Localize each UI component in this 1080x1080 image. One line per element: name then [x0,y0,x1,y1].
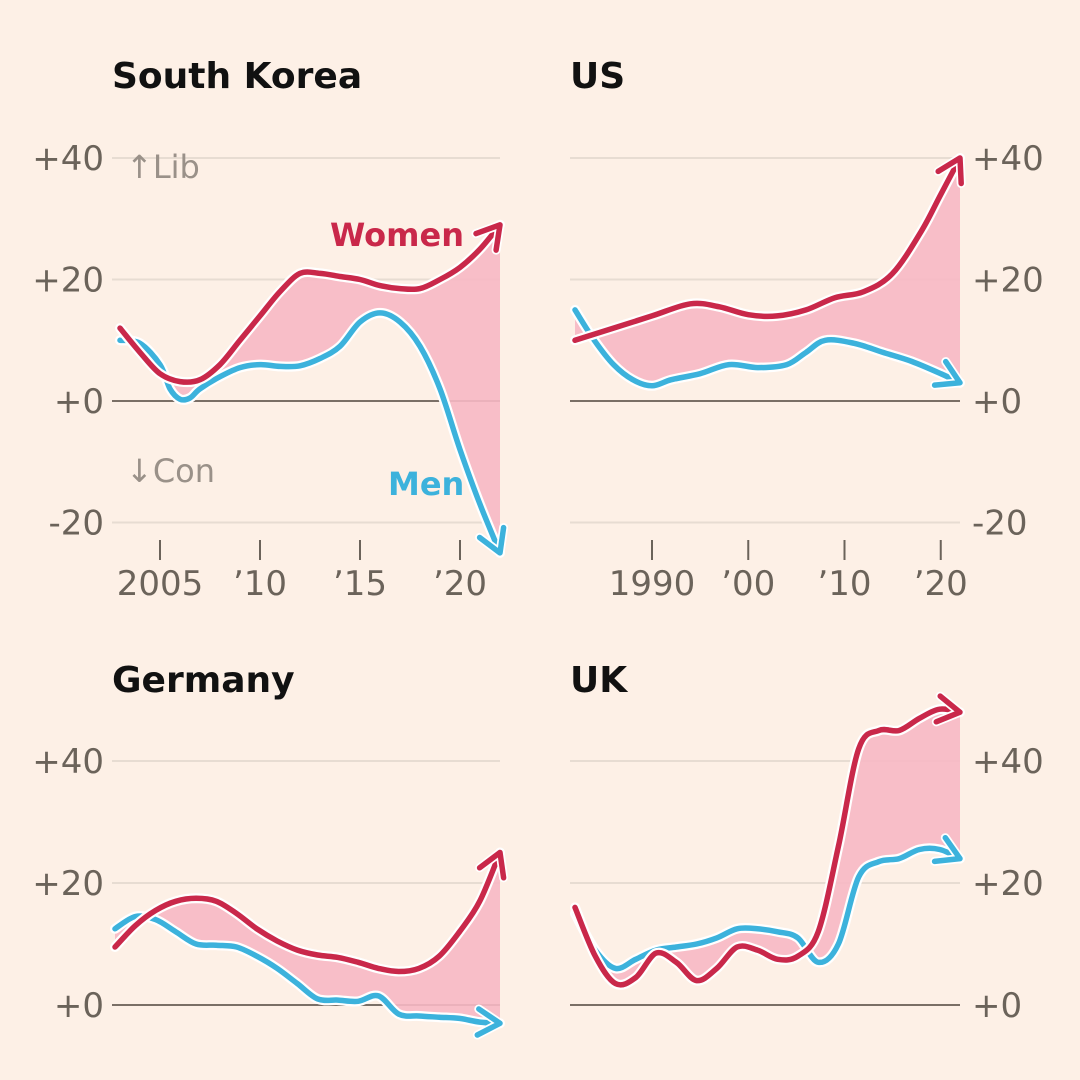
series-label-women: Women [330,216,464,254]
germany-men-arrow [474,1006,503,1038]
us-women-arrow [935,155,964,187]
germany-gap-fill [115,852,500,1024]
germany-ytick-label: +0 [54,986,104,1026]
us-xtick-label: 1990 [609,564,696,604]
series-lines-layer [110,153,966,1040]
panel-title-germany: Germany [112,660,295,701]
south-korea-xtick-label: ’15 [333,564,387,604]
us-xtick-label: ’20 [914,564,968,604]
us-ytick-label: -20 [972,504,1028,544]
south-korea-ytick-label: -20 [48,504,104,544]
panel-title-south-korea: South Korea [112,56,362,97]
uk-women-arrow [933,693,963,725]
gridlines-layer [112,157,960,1006]
germany-ytick-label: +40 [32,742,104,782]
us-xtick-label: ’10 [817,564,871,604]
panel-title-us: US [570,56,625,97]
south-korea-men-line [117,310,503,556]
south-korea-xtick-label: ’10 [233,564,287,604]
us-men-line [572,307,963,389]
annotation-conservative: ↓Con [126,452,215,490]
uk-men-arrow [931,834,963,865]
south-korea-women-arrow [473,222,503,253]
uk-ytick-label: +20 [972,864,1044,904]
us-ytick-label: +0 [972,382,1022,422]
gap-fill-layer [115,158,960,1024]
annotation-liberal: ↑Lib [126,148,200,186]
uk-gap-fill [575,709,960,983]
germany-men-line [112,913,503,1027]
us-ytick-label: +20 [972,261,1044,301]
germany-women-arrow [476,849,507,881]
tick-labels-layer: +40 +20 +0 -20 2005 ’10 ’15 ’20 +40 +20 +0 -20 1990 ’… [32,139,1044,1026]
uk-ytick-label: +40 [972,742,1044,782]
germany-ytick-label: +20 [32,864,104,904]
uk-ytick-label: +0 [972,986,1022,1026]
panel-title-uk: UK [570,660,628,701]
uk-men-line [572,845,963,972]
south-korea-gap-fill [120,224,500,553]
us-xtick-label: ’00 [721,564,775,604]
us-gap-fill [575,158,960,386]
uk-women-line [572,706,963,988]
south-korea-ytick-label: +0 [54,382,104,422]
series-label-men: Men [388,465,464,503]
us-women-line [572,155,963,344]
south-korea-ytick-label: +20 [32,261,104,301]
south-korea-ytick-label: +40 [32,139,104,179]
us-ytick-label: +40 [972,139,1044,179]
germany-women-line [112,849,503,975]
south-korea-women-line [117,222,503,385]
south-korea-xtick-label: 2005 [117,564,204,604]
south-korea-xtick-label: ’20 [433,564,487,604]
us-men-arrow [931,358,963,388]
south-korea-men-arrow [476,524,507,556]
